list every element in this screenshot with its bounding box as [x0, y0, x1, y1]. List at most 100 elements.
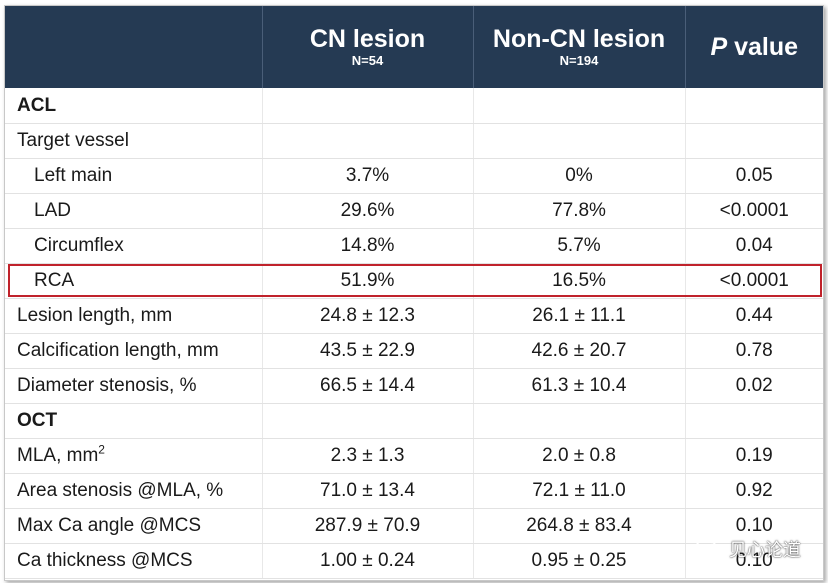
non-cn-lesion-value	[473, 88, 686, 124]
table-row: Target vessel	[5, 123, 823, 159]
cn-lesion-value: 2.3 ± 1.3	[262, 438, 474, 474]
row-label-text: Diameter stenosis, %	[17, 375, 197, 396]
non-cn-lesion-value: 77.8%	[473, 193, 686, 229]
row-label-text: Circumflex	[34, 235, 124, 256]
row-label-text: RCA	[34, 270, 75, 291]
p-value: <0.0001	[685, 263, 823, 299]
p-value: 0.92	[685, 473, 823, 509]
p-value: 0.02	[685, 368, 823, 404]
row-label-text: MLA, mm	[17, 445, 99, 466]
p-value-italic: P	[710, 32, 728, 61]
p-value: 0.10	[685, 543, 823, 579]
header-p-value: P value	[685, 6, 823, 88]
table-row: Lesion length, mm 24.8 ± 12.3 26.1 ± 11.1 0…	[5, 298, 823, 334]
header-empty-cell	[5, 6, 263, 88]
cn-lesion-value: 29.6%	[262, 193, 474, 229]
watermark-text: 见心论道	[729, 540, 801, 560]
row-label: RCA	[5, 263, 263, 299]
table-row: Circumflex 14.8% 5.7% 0.04	[5, 228, 823, 264]
cn-lesion-value: 71.0 ± 13.4	[262, 473, 474, 509]
table-row: ACL	[5, 88, 823, 124]
non-cn-lesion-value: 2.0 ± 0.8	[473, 438, 686, 474]
row-label: ACL	[5, 88, 263, 124]
row-label-text: Ca thickness @MCS	[17, 550, 193, 571]
non-cn-lesion-value: 16.5%	[473, 263, 686, 299]
lesion-comparison-table: CN lesion N=54 Non-CN lesion N=194 P val…	[5, 6, 823, 579]
watermark: 见心论道	[695, 536, 801, 562]
table-row: Diameter stenosis, % 66.5 ± 14.4 61.3 ± 10…	[5, 368, 823, 404]
row-label: Circumflex	[5, 228, 263, 264]
row-label-text: Max Ca angle @MCS	[17, 515, 202, 536]
non-cn-lesion-value: 264.8 ± 83.4	[473, 508, 686, 544]
row-label: Max Ca angle @MCS	[5, 508, 263, 544]
row-label-text: Area stenosis @MLA, %	[17, 480, 224, 501]
table-row: Calcification length, mm 43.5 ± 22.9 42.6 …	[5, 333, 823, 369]
cn-lesion-value: 24.8 ± 12.3	[262, 298, 474, 334]
table-row: Area stenosis @MLA, % 71.0 ± 13.4 72.1 ± 1…	[5, 473, 823, 509]
table-row: Max Ca angle @MCS 287.9 ± 70.9 264.8 ± 83.…	[5, 508, 823, 544]
cn-lesion-value: 14.8%	[262, 228, 474, 264]
header-non-cn-lesion: Non-CN lesion N=194	[473, 6, 686, 88]
cn-lesion-value	[262, 88, 474, 124]
p-value: 0.10	[685, 508, 823, 544]
row-label: Left main	[5, 158, 263, 194]
p-value-rest: value	[727, 32, 799, 61]
table-row: LAD 29.6% 77.8% <0.0001	[5, 193, 823, 229]
cn-lesion-value	[262, 123, 474, 159]
table-row: MLA, mm2 2.3 ± 1.3 2.0 ± 0.8 0.19	[5, 438, 823, 474]
table-row: OCT	[5, 403, 823, 439]
row-label: Area stenosis @MLA, %	[5, 473, 263, 509]
non-cn-lesion-count: N=194	[559, 53, 599, 68]
cn-lesion-value: 66.5 ± 14.4	[262, 368, 474, 404]
header-cn-lesion: CN lesion N=54	[262, 6, 474, 88]
row-label: Ca thickness @MCS	[5, 543, 263, 579]
p-value	[685, 88, 823, 124]
table-header: CN lesion N=54 Non-CN lesion N=194 P val…	[5, 6, 823, 88]
table-row: Ca thickness @MCS 1.00 ± 0.24 0.95 ± 0.25 0…	[5, 543, 823, 579]
wechat-icon	[695, 538, 722, 559]
table-body: ACL Target vessel Left main 3.7% 0% 0.05 LAD 29…	[5, 88, 823, 579]
p-value: <0.0001	[685, 193, 823, 229]
row-label: Diameter stenosis, %	[5, 368, 263, 404]
cn-lesion-value: 51.9%	[262, 263, 474, 299]
p-value	[685, 403, 823, 439]
cn-lesion-value	[262, 403, 474, 439]
non-cn-lesion-value: 42.6 ± 20.7	[473, 333, 686, 369]
p-value	[685, 123, 823, 159]
row-label: Calcification length, mm	[5, 333, 263, 369]
p-value: 0.78	[685, 333, 823, 369]
cn-lesion-value: 1.00 ± 0.24	[262, 543, 474, 579]
non-cn-lesion-value: 0%	[473, 158, 686, 194]
non-cn-lesion-value	[473, 123, 686, 159]
row-label-text: LAD	[34, 200, 71, 221]
non-cn-lesion-title: Non-CN lesion	[492, 25, 666, 53]
row-label-text: ACL	[17, 94, 57, 116]
non-cn-lesion-value: 5.7%	[473, 228, 686, 264]
cn-lesion-title: CN lesion	[309, 25, 426, 53]
row-label-text: Left main	[34, 165, 113, 186]
row-label: Lesion length, mm	[5, 298, 263, 334]
table-row: RCA 51.9% 16.5% <0.0001	[5, 263, 823, 299]
p-value: 0.19	[685, 438, 823, 474]
table-row: Left main 3.7% 0% 0.05	[5, 158, 823, 194]
row-label-text: OCT	[17, 410, 58, 431]
non-cn-lesion-value	[473, 403, 686, 439]
row-label-superscript: 2	[98, 442, 105, 457]
row-label: Target vessel	[5, 123, 263, 159]
row-label: MLA, mm2	[5, 438, 263, 474]
non-cn-lesion-value: 26.1 ± 11.1	[473, 298, 686, 334]
cn-lesion-value: 3.7%	[262, 158, 474, 194]
non-cn-lesion-value: 0.95 ± 0.25	[473, 543, 686, 579]
row-label-text: Calcification length, mm	[17, 340, 219, 361]
p-value: 0.44	[685, 298, 823, 334]
row-label-text: Target vessel	[17, 130, 129, 151]
p-value: 0.05	[685, 158, 823, 194]
row-label-text: Lesion length, mm	[17, 305, 173, 326]
cn-lesion-value: 43.5 ± 22.9	[262, 333, 474, 369]
row-label: LAD	[5, 193, 263, 229]
cn-lesion-count: N=54	[351, 53, 384, 68]
row-label: OCT	[5, 403, 263, 439]
non-cn-lesion-value: 72.1 ± 11.0	[473, 473, 686, 509]
comparison-table-frame: CN lesion N=54 Non-CN lesion N=194 P val…	[4, 5, 824, 581]
p-value: 0.04	[685, 228, 823, 264]
